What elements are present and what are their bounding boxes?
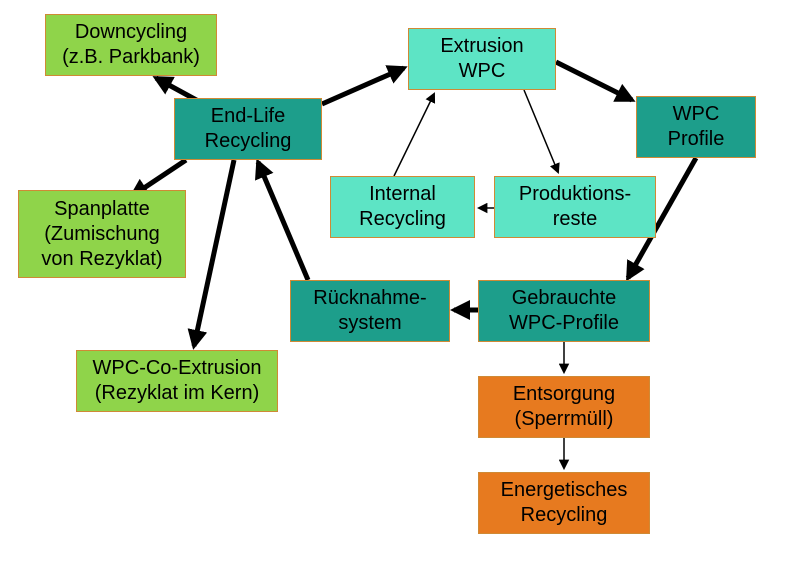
node-internal: Internal Recycling xyxy=(330,176,475,238)
edge-internal-to-extrusion xyxy=(394,94,434,176)
edge-ruecknahme-to-endlife xyxy=(258,162,308,280)
node-downcycling: Downcycling (z.B. Parkbank) xyxy=(45,14,217,76)
node-extrusion: Extrusion WPC xyxy=(408,28,556,90)
node-prodreste: Produktions- reste xyxy=(494,176,656,238)
node-wpc_profile: WPC Profile xyxy=(636,96,756,158)
edge-extrusion-to-prodreste xyxy=(524,90,558,172)
node-coextrusion: WPC-Co-Extrusion (Rezyklat im Kern) xyxy=(76,350,278,412)
node-ruecknahme: Rücknahme- system xyxy=(290,280,450,342)
edge-endlife-to-coextrusion xyxy=(194,160,234,346)
node-entsorgung: Entsorgung (Sperrmüll) xyxy=(478,376,650,438)
node-energetisch: Energetisches Recycling xyxy=(478,472,650,534)
node-spanplatte: Spanplatte (Zumischung von Rezyklat) xyxy=(18,190,186,278)
edge-extrusion-to-wpc_profile xyxy=(556,62,632,100)
node-gebrauchte: Gebrauchte WPC-Profile xyxy=(478,280,650,342)
node-endlife: End-Life Recycling xyxy=(174,98,322,160)
edge-endlife-to-extrusion xyxy=(322,68,404,104)
